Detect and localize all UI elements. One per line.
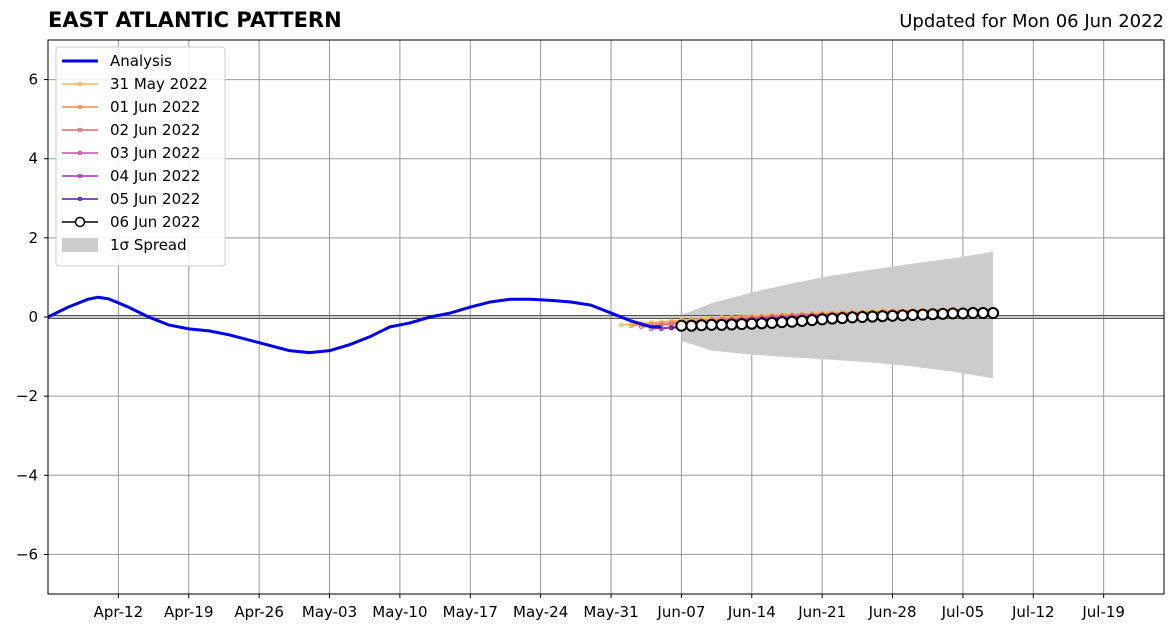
chart-title: EAST ATLANTIC PATTERN [48, 8, 342, 32]
forecast-point [685, 319, 698, 332]
x-tick-label: Jul-05 [941, 603, 985, 621]
forecast-point [669, 325, 674, 331]
x-tick-label: Jun-14 [727, 603, 776, 621]
forecast-point [725, 318, 738, 331]
forecast-point [695, 319, 708, 332]
legend-label: 31 May 2022 [110, 75, 208, 93]
forecast-point [977, 307, 990, 320]
forecast-point [796, 314, 809, 327]
x-tick-label: Jul-12 [1011, 603, 1055, 621]
legend-label: 02 Jun 2022 [110, 121, 200, 139]
forecast-point [876, 310, 889, 323]
x-tick-label: Jun-21 [797, 603, 846, 621]
forecast-series [675, 307, 1000, 332]
legend-marker [77, 81, 83, 87]
forecast-point [846, 311, 859, 324]
x-tick-label: May-24 [513, 603, 568, 621]
legend-marker [77, 196, 83, 202]
x-tick-label: May-31 [583, 603, 638, 621]
chart-subtitle: Updated for Mon 06 Jun 2022 [899, 11, 1164, 32]
forecast-point [618, 322, 624, 328]
x-tick-label: Apr-19 [164, 603, 214, 621]
forecast-point [896, 309, 909, 322]
forecast-point [745, 317, 758, 330]
forecast-point [956, 307, 969, 320]
x-tick-label: May-10 [372, 603, 427, 621]
legend-marker [77, 173, 83, 179]
forecast-point [806, 314, 819, 327]
legend-marker [74, 216, 86, 228]
x-tick-label: Jun-07 [656, 603, 705, 621]
forecast-point [715, 318, 728, 331]
x-tick-label: Apr-12 [94, 603, 144, 621]
forecast-point [946, 307, 959, 320]
forecast-point [936, 307, 949, 320]
forecast-point [816, 313, 829, 326]
legend-entry: 06 Jun 2022 [62, 213, 200, 231]
x-tick-label: Apr-26 [234, 603, 284, 621]
analysis-line [47, 295, 662, 355]
legend-entry: 1σ Spread [62, 236, 187, 254]
series-layer [47, 295, 1000, 355]
axis-layer: −6 −4 −2 0 2 4 6 Apr-12 Apr-19 Apr-26 May-03 May-10… [16, 39, 1165, 621]
forecast-point [786, 315, 798, 328]
forecast-point [775, 316, 788, 329]
y-tick-label: −4 [16, 466, 38, 484]
forecast-point [705, 318, 718, 331]
legend-entry: 03 Jun 2022 [62, 144, 200, 162]
x-tick-label: Jul-19 [1081, 603, 1125, 621]
forecast-point [987, 307, 1000, 320]
legend-label: 01 Jun 2022 [110, 98, 200, 116]
forecast-point [675, 319, 688, 332]
legend-label: 04 Jun 2022 [110, 167, 200, 185]
legend: Analysis 31 May 2022 01 Jun 2022 02 Jun 202… [55, 46, 226, 267]
legend-swatch [62, 238, 98, 252]
legend-label: Analysis [110, 52, 172, 70]
legend-entry: 01 Jun 2022 [62, 98, 200, 116]
y-tick-label: 0 [28, 308, 38, 326]
forecast-point [916, 308, 929, 321]
legend-entry: 31 May 2022 [62, 75, 208, 93]
forecast-point [906, 309, 919, 322]
forecast-point [735, 318, 748, 331]
legend-marker [77, 104, 83, 110]
y-tick-label: 6 [28, 71, 38, 89]
forecast-point [856, 311, 869, 323]
legend-entry: 05 Jun 2022 [62, 190, 200, 208]
legend-label: 05 Jun 2022 [110, 190, 200, 208]
forecast-point [755, 317, 768, 330]
y-tick-label: −2 [16, 387, 38, 405]
forecast-point [966, 307, 979, 320]
legend-entry: 02 Jun 2022 [62, 121, 200, 139]
forecast-point [886, 309, 899, 322]
x-tick-label: May-17 [443, 603, 498, 621]
forecast-point [826, 312, 839, 325]
grid-layer [48, 40, 1164, 594]
legend-box [55, 46, 226, 267]
legend-label: 03 Jun 2022 [110, 144, 200, 162]
x-tick-label: Jun-28 [868, 603, 917, 621]
forecast-point [866, 310, 879, 323]
legend-marker [77, 150, 83, 156]
forecast-point [765, 316, 778, 329]
x-tick-label: May-03 [302, 603, 357, 621]
legend-entry: 04 Jun 2022 [62, 167, 200, 185]
forecast-point [926, 308, 939, 321]
forecast-point [628, 323, 634, 329]
y-tick-label: 4 [28, 150, 38, 168]
legend-label: 1σ Spread [110, 236, 187, 254]
legend-entry: Analysis [62, 52, 172, 70]
legend-label: 06 Jun 2022 [110, 213, 200, 231]
y-tick-label: −6 [16, 545, 38, 563]
y-tick-label: 2 [28, 229, 38, 247]
legend-marker [77, 127, 83, 133]
forecast-point [836, 312, 849, 325]
